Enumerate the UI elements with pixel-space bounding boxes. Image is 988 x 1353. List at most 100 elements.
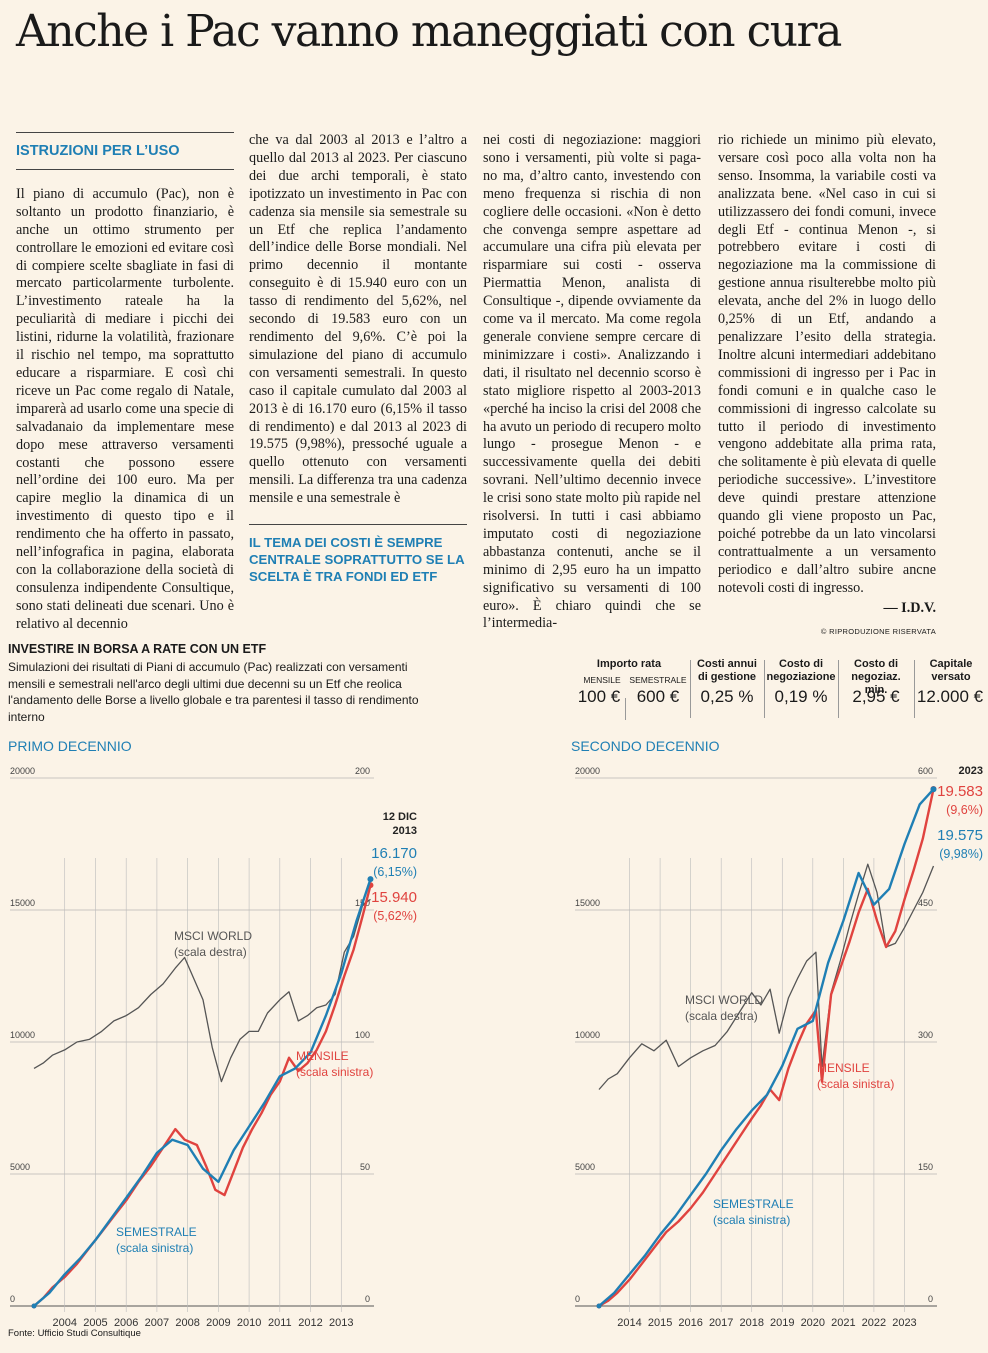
semestrale-end-value: 16.170: [371, 845, 417, 862]
infographic: INVESTIRE IN BORSA A RATE CON UN ETF Sim…: [0, 634, 988, 1353]
article-text-4: rio richiede un minimo più elevato, vers…: [718, 132, 936, 596]
right-tick-label: 100: [355, 1030, 370, 1040]
header-gestione: Costi annui di gestione: [697, 658, 757, 683]
x-tick-label: 2012: [298, 1317, 322, 1326]
mensile-label: MENSILE: [296, 1049, 349, 1063]
semestrale-scale-label: (scala sinistra): [116, 1241, 193, 1255]
series-mensile: [598, 788, 935, 1308]
right-tick-label: 50: [360, 1162, 370, 1172]
chart-secondo-decennio: 0 0 5000 150 10000 300 15000 450 20000 600 2014 201…: [575, 760, 983, 1326]
left-tick-label: 10000: [575, 1030, 600, 1040]
mensile-end-rate: (5,62%): [373, 909, 417, 923]
x-tick-label: 2018: [739, 1317, 763, 1326]
value-negoziazione-min: 2,95 €: [852, 687, 900, 706]
x-tick-label: 2005: [83, 1317, 107, 1326]
msci-scale-label: (scala destra): [685, 1009, 758, 1023]
msci-label: MSCI WORLD: [685, 993, 763, 1007]
semestrale-end-value: 19.575: [937, 827, 983, 844]
x-tick-label: 2015: [648, 1317, 672, 1326]
left-tick-label: 5000: [575, 1162, 595, 1172]
left-tick-label: 15000: [575, 898, 600, 908]
x-tick-label: 2014: [617, 1317, 641, 1326]
mensile-scale-label: (scala sinistra): [817, 1077, 894, 1091]
series-semestrale: [598, 788, 935, 1307]
x-tick-label: 2016: [678, 1317, 702, 1326]
article-column-3: nei costi di negoziazione: maggiori sono…: [483, 132, 701, 633]
right-tick-label: 600: [918, 766, 933, 776]
semestrale-end-rate: (9,98%): [939, 847, 983, 861]
series-msci-world: [598, 863, 935, 1090]
col-negoziazione: Costo di negoziazione 0,19 %: [766, 658, 836, 716]
mensile-label: MENSILE: [817, 1061, 870, 1075]
sub-mensile: MENSILE: [583, 675, 621, 685]
x-tick-label: 2011: [268, 1317, 292, 1326]
x-tick-label: 2006: [114, 1317, 138, 1326]
article-text-2: che va dal 2003 al 2013 e l’altro a quel…: [249, 132, 467, 507]
value-semestrale: 600 €: [636, 687, 680, 706]
value-gestione: 0,25 %: [700, 687, 754, 706]
copyright: © RIPRODUZIONE RISERVATA: [820, 627, 936, 637]
right-tick-label: 0: [365, 1294, 370, 1304]
infographic-title: INVESTIRE IN BORSA A RATE CON UN ETF: [8, 642, 267, 656]
infographic-subtitle: Simulazioni dei risultati di Piani di ac…: [8, 660, 419, 724]
col-negoziazione-min: Costo di negoziaz. min. 2,95 €: [840, 658, 912, 716]
header-negoziazione-min: Costo di negoziaz. min.: [851, 658, 901, 696]
mensile-end-rate: (9,6%): [946, 803, 983, 817]
value-mensile: 100 €: [577, 687, 621, 706]
end-date-year-label: 2023: [959, 765, 983, 777]
msci-label: MSCI WORLD: [174, 929, 252, 943]
end-date-label: 12 DIC: [949, 760, 983, 763]
headline: Anche i Pac vanno maneggiati con cura: [16, 6, 842, 57]
x-tick-label: 2023: [892, 1317, 916, 1326]
left-tick-label: 10000: [10, 1030, 35, 1040]
value-capitale: 12.000 €: [916, 687, 984, 706]
x-tick-label: 2020: [801, 1317, 825, 1326]
source-note: Fonte: Ufficio Studi Consultique: [8, 1328, 141, 1339]
left-tick-label: 5000: [10, 1162, 30, 1172]
x-tick-label: 2021: [831, 1317, 855, 1326]
article-column-4: rio richiede un minimo più elevato, vers…: [718, 132, 936, 641]
x-tick-label: 2008: [175, 1317, 199, 1326]
x-tick-label: 2013: [329, 1317, 353, 1326]
signature: — I.D.V.: [883, 599, 936, 616]
mensile-end-value: 19.583: [937, 783, 983, 800]
kicker: ISTRUZIONI PER L’USO: [16, 133, 234, 170]
semestrale-label: SEMESTRALE: [116, 1225, 197, 1239]
right-tick-label: 450: [918, 898, 933, 908]
sub-semestrale: SEMESTRALE: [629, 675, 687, 685]
semestrale-scale-label: (scala sinistra): [713, 1213, 790, 1227]
msci-scale-label: (scala destra): [174, 945, 247, 959]
left-tick-label: 0: [575, 1294, 580, 1304]
chart-2-title: SECONDO DECENNIO: [571, 738, 720, 754]
x-tick-label: 2007: [145, 1317, 169, 1326]
end-date-label: 12 DIC: [383, 811, 417, 823]
mensile-scale-label: (scala sinistra): [296, 1065, 373, 1079]
header-negoziazione: Costo di negoziazione: [766, 658, 836, 683]
semestrale-end-rate: (6,15%): [373, 865, 417, 879]
pull-quote: IL TEMA DEI COSTI È SEMPRE CENTRALE SOPR…: [249, 524, 467, 585]
end-point-semestrale: [367, 876, 374, 883]
x-tick-label: 2022: [862, 1317, 886, 1326]
article-text-3: nei costi di negoziazione: maggiori sono…: [483, 132, 701, 632]
header-importo: Importo rata: [596, 658, 662, 670]
left-tick-label: 0: [10, 1294, 15, 1304]
left-tick-label: 20000: [575, 766, 600, 776]
header-capitale: Capitale versato: [929, 658, 973, 683]
article-text-1: Il piano di accumulo (Pac), non è soltan…: [16, 185, 234, 632]
article-column-2: che va dal 2003 al 2013 e l’altro a quel…: [249, 132, 467, 585]
value-negoziazione: 0,19 %: [774, 687, 828, 706]
x-tick-label: 2017: [709, 1317, 733, 1326]
cost-table: Importo rata MENSILE SEMESTRALE 100 € 60…: [570, 658, 988, 720]
right-tick-label: 200: [355, 766, 370, 776]
start-point-semestrale: [31, 1303, 37, 1309]
col-importo: Importo rata MENSILE SEMESTRALE 100 € 60…: [570, 658, 688, 716]
left-tick-label: 15000: [10, 898, 35, 908]
x-tick-label: 2019: [770, 1317, 794, 1326]
end-point-semestrale: [930, 786, 937, 793]
right-tick-label: 150: [918, 1162, 933, 1172]
col-capitale: Capitale versato 12.000 €: [916, 658, 986, 716]
left-tick-label: 20000: [10, 766, 35, 776]
col-gestione: Costi annui di gestione 0,25 %: [692, 658, 762, 716]
chart-1-title: PRIMO DECENNIO: [8, 738, 132, 754]
